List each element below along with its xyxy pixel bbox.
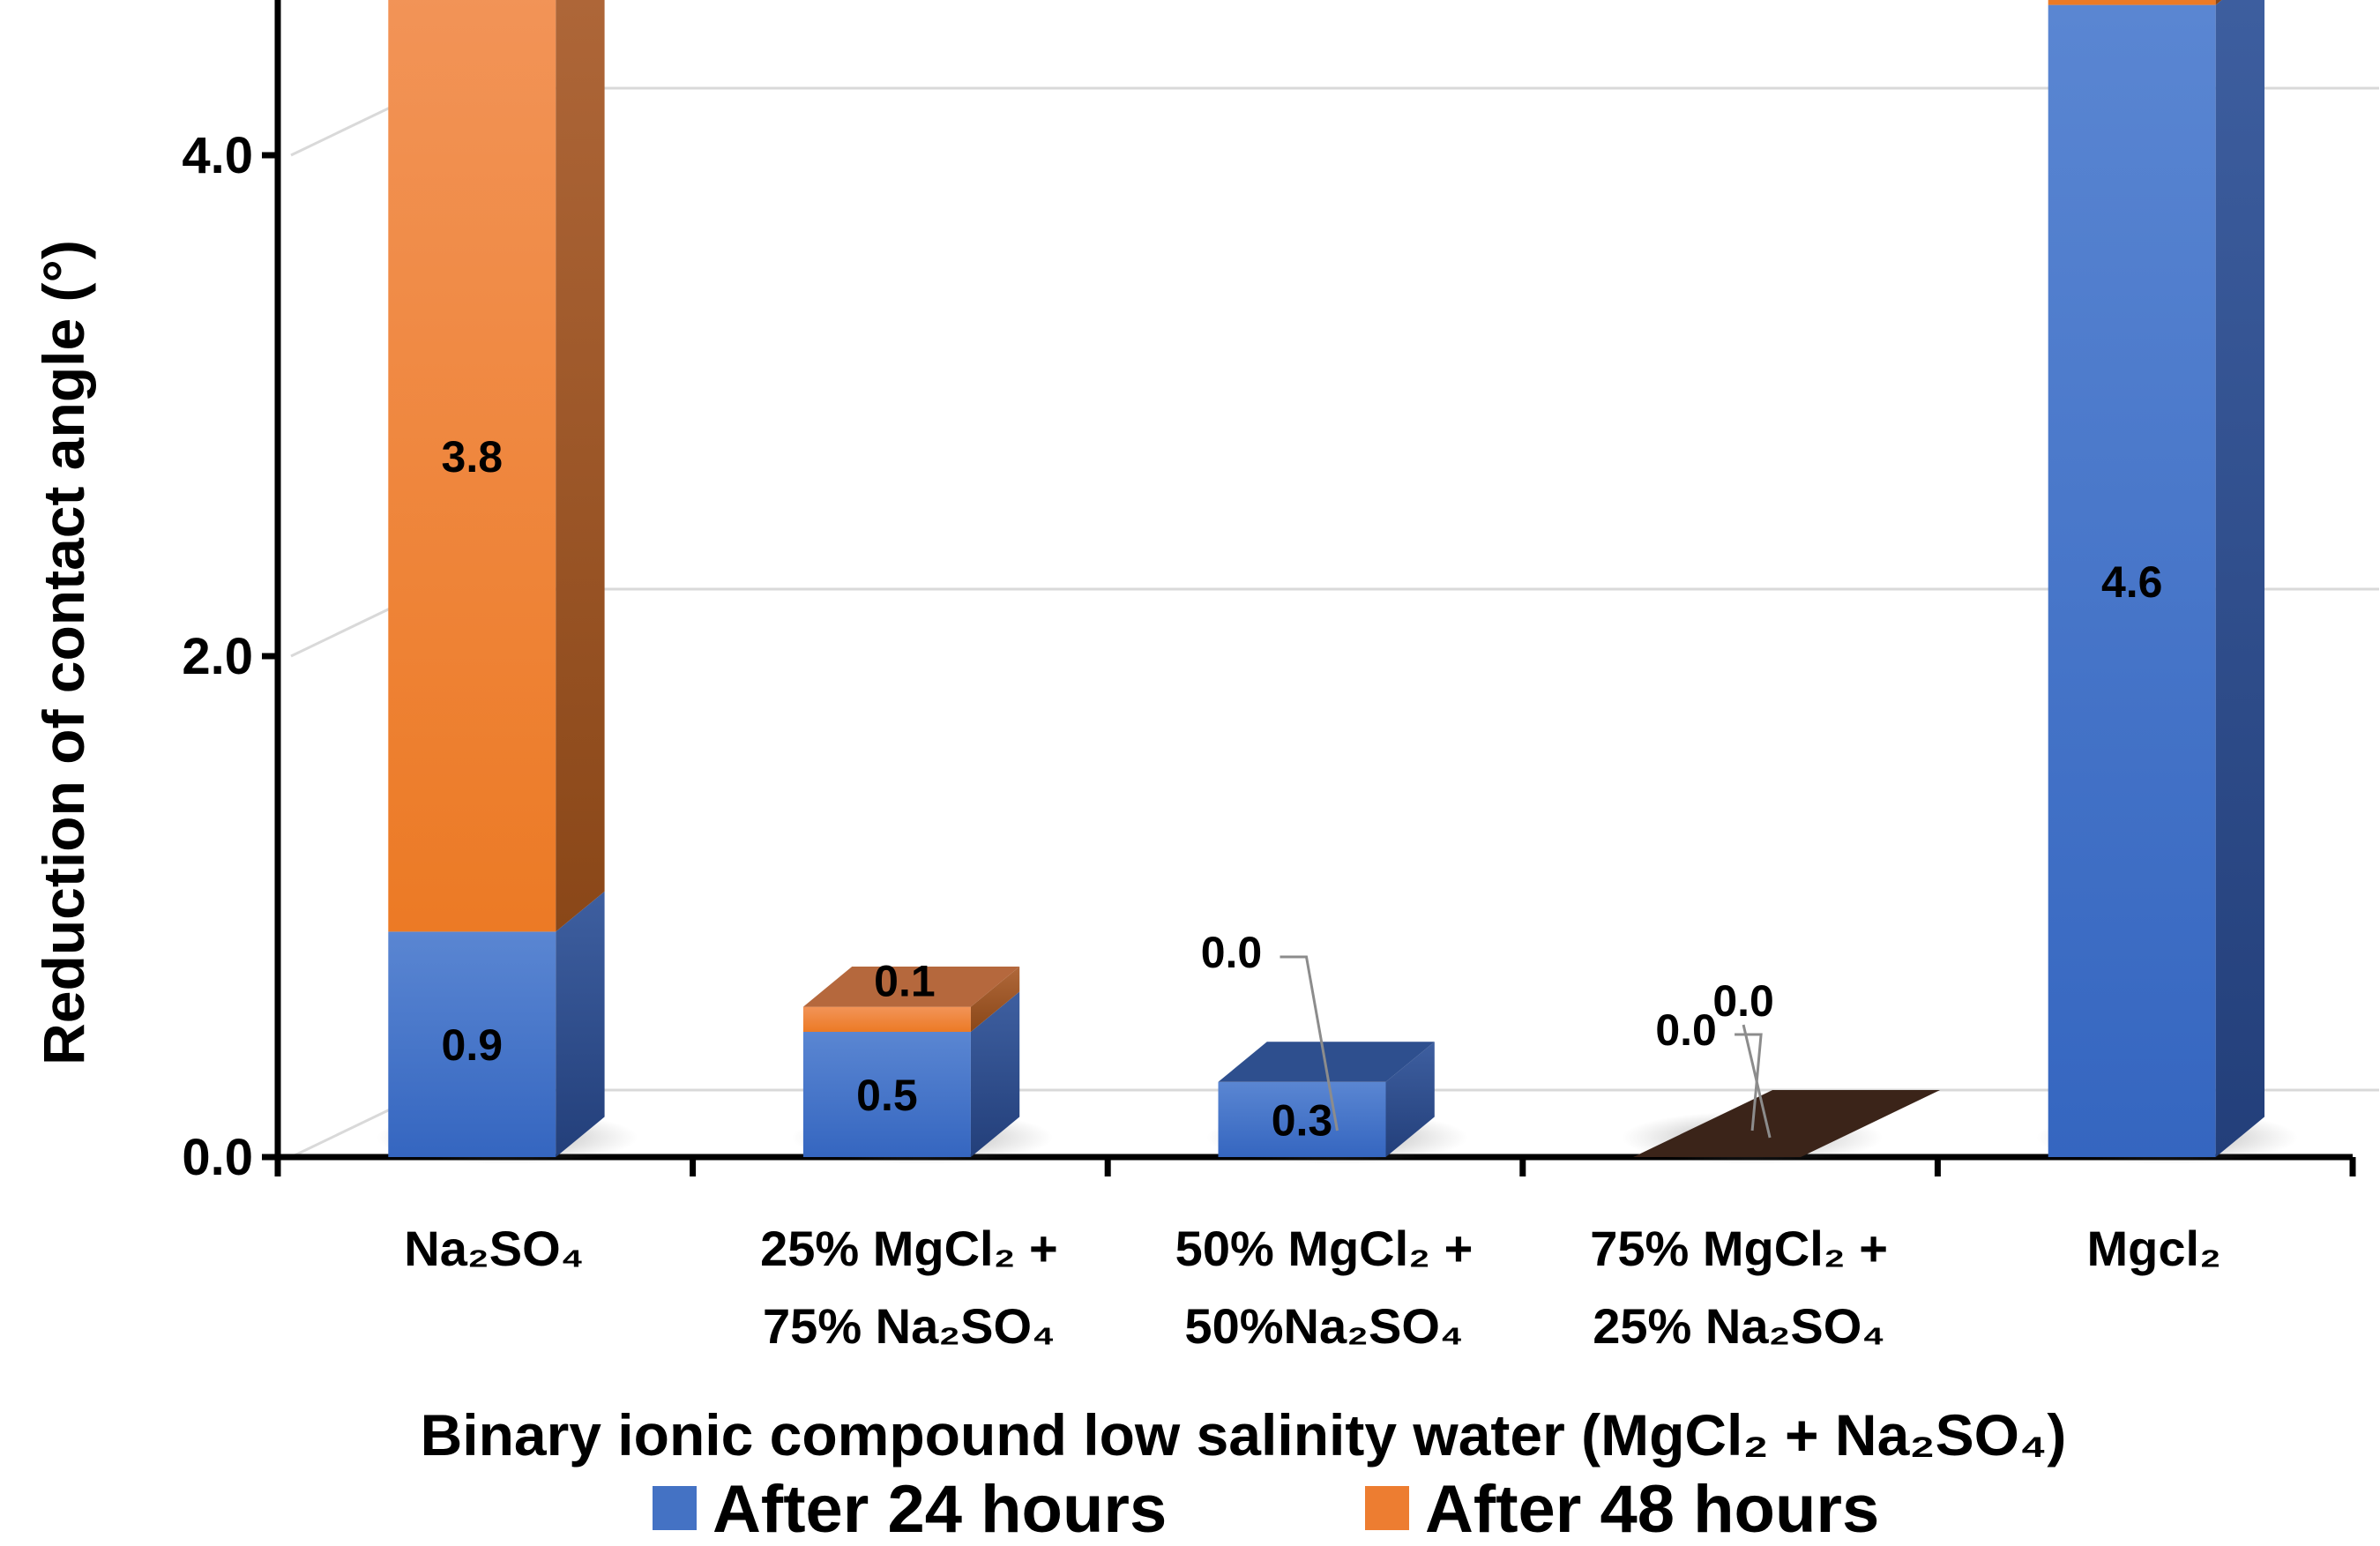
x-category-label-2-1: 50%Na₂SO₄ xyxy=(1184,1298,1463,1354)
x-category-label-3-1: 25% Na₂SO₄ xyxy=(1593,1298,1885,1354)
bar-top-1 xyxy=(802,967,1020,1007)
x-category-label-4-0: Mgcl₂ xyxy=(2086,1221,2220,1276)
bar-segment-side-4-1 xyxy=(2215,0,2222,5)
bars xyxy=(377,0,2298,1164)
bar-segment-side-4-0 xyxy=(2215,0,2264,1157)
data-label-0-1: 0.5 xyxy=(856,1071,918,1120)
y-tick-label-2: 4.0 xyxy=(182,127,253,184)
bar-segment-side-0-0 xyxy=(556,891,605,1157)
legend-label-24h: After 24 hours xyxy=(713,1472,1167,1546)
data-label-1-3: 0.0 xyxy=(1655,1005,1717,1055)
x-category-label-2-0: 50% MgCl₂ + xyxy=(1175,1221,1474,1276)
data-label-1-1: 0.1 xyxy=(874,957,936,1006)
bar-segment-side-0-1 xyxy=(556,0,605,932)
data-label-0-3: 0.0 xyxy=(1712,976,1774,1026)
data-label-0-2: 0.3 xyxy=(1272,1095,1333,1145)
x-axis-title: Binary ionic compound low salinity water… xyxy=(421,1402,2067,1468)
data-labels: 0.93.80.50.10.30.00.00.04.62.1 xyxy=(442,432,2163,1146)
data-leader-1-3 xyxy=(1735,1033,1763,1131)
y-tick-label-1: 2.0 xyxy=(182,628,253,685)
legend-label-48h: After 48 hours xyxy=(1425,1472,1879,1546)
legend-swatch-24h xyxy=(653,1486,697,1530)
bar-segment-front-4-0 xyxy=(2048,4,2216,1158)
legend-swatch-48h xyxy=(1365,1486,1409,1530)
x-category-label-1-1: 75% Na₂SO₄ xyxy=(763,1298,1056,1354)
bar-segment-front-4-1 xyxy=(2048,0,2216,5)
x-category-label-3-0: 75% MgCl₂ + xyxy=(1590,1221,1888,1276)
y-axis-title: Reduction of contact angle (°) xyxy=(31,240,96,1065)
data-label-0-4: 4.6 xyxy=(2101,557,2163,607)
bar-empty-3 xyxy=(1633,1090,1941,1157)
bar-segment-front-2-0 xyxy=(1218,1081,1386,1157)
bar-segment-side-1-1 xyxy=(970,967,1020,1032)
data-label-0-0: 0.9 xyxy=(442,1020,504,1070)
bar-segment-side-1-0 xyxy=(970,991,1020,1157)
bar-segment-front-0-0 xyxy=(388,931,556,1157)
bar-segment-front-1-0 xyxy=(802,1032,971,1157)
bar-segment-front-0-1 xyxy=(388,0,556,932)
data-leader-1-2 xyxy=(1280,955,1339,1131)
x-category-label-0-0: Na₂SO₄ xyxy=(404,1221,584,1276)
x-category-label-1-0: 25% MgCl₂ + xyxy=(760,1221,1058,1276)
bar-segment-side-2-0 xyxy=(1385,1042,1435,1157)
y-tick-label-0: 0.0 xyxy=(182,1129,253,1186)
bar-segment-front-1-1 xyxy=(802,1006,971,1032)
legend: After 24 hours After 48 hours xyxy=(653,1472,1879,1546)
data-label-1-0: 3.8 xyxy=(442,432,504,482)
data-label-1-2: 0.0 xyxy=(1201,928,1263,977)
